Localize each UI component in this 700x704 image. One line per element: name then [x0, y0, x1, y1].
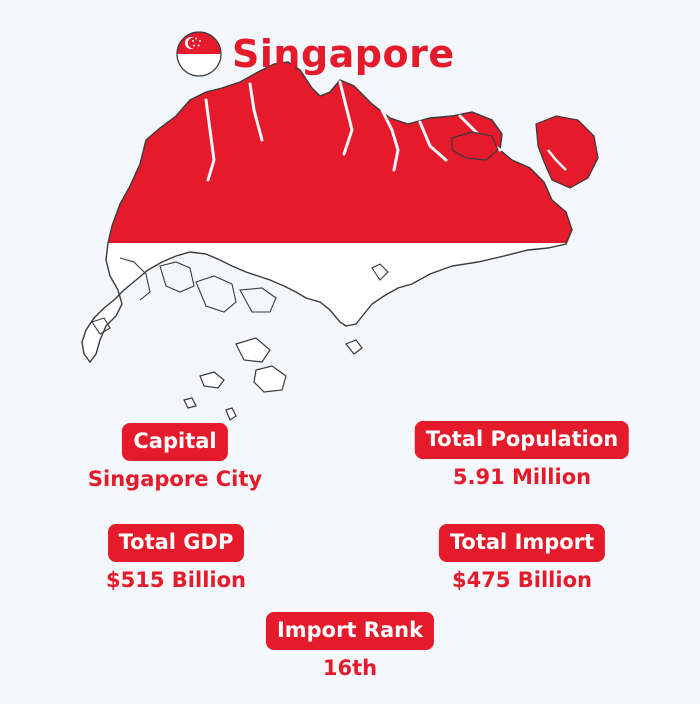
population-label: Total Population: [414, 421, 630, 459]
singapore-flag-icon: [176, 31, 222, 77]
import-rank-value: 16th: [322, 656, 378, 680]
capital-value: Singapore City: [87, 467, 263, 491]
import-rank-stat: Import Rank 16th: [265, 612, 435, 680]
gdp-label: Total GDP: [107, 524, 245, 562]
population-value: 5.91 Million: [452, 465, 592, 489]
import-value: $475 Billion: [452, 568, 592, 592]
population-stat: Total Population 5.91 Million: [414, 421, 630, 489]
import-rank-label: Import Rank: [265, 612, 435, 650]
capital-stat: Capital Singapore City: [88, 423, 262, 491]
page-title: Singapore: [232, 32, 455, 76]
import-label: Total Import: [438, 524, 606, 562]
import-stat: Total Import $475 Billion: [438, 524, 606, 592]
gdp-stat: Total GDP $515 Billion: [106, 524, 246, 592]
gdp-value: $515 Billion: [106, 568, 246, 592]
capital-label: Capital: [122, 423, 228, 461]
page-header: Singapore: [176, 24, 455, 84]
